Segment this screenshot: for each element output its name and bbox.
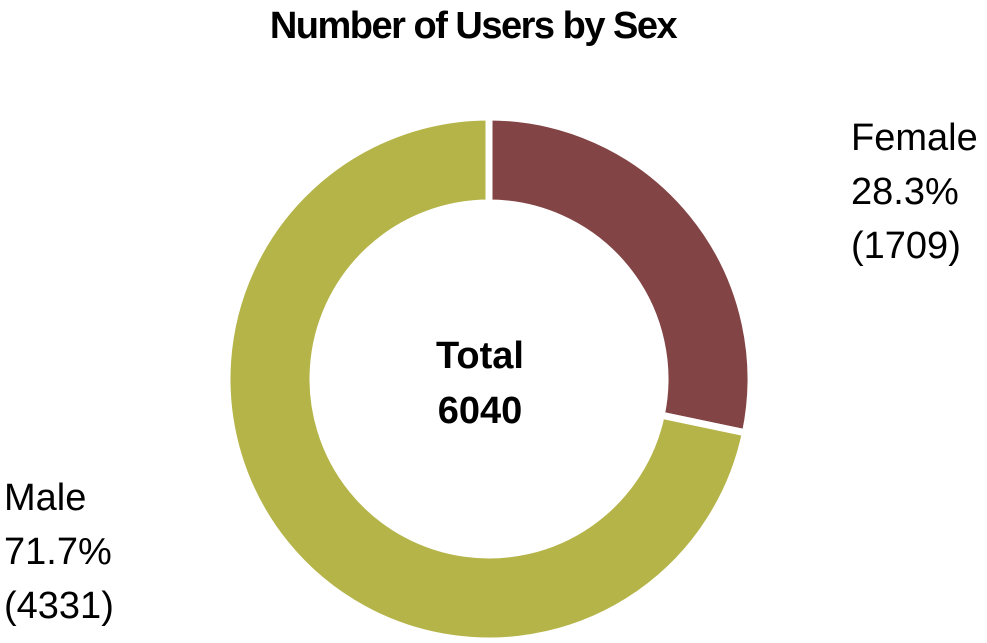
- slice-label-female-name: Female: [851, 117, 978, 159]
- slice-label-male-count: (4331): [4, 585, 114, 627]
- slice-label-male-percent: 71.7%: [4, 531, 112, 573]
- slice-label-female-count: (1709): [851, 225, 961, 267]
- center-total-label: Total: [436, 335, 524, 377]
- center-total-value: 6040: [438, 390, 523, 432]
- slice-label-male-name: Male: [4, 477, 86, 519]
- donut-slice-male: [223, 113, 750, 643]
- donut-slices: [223, 113, 755, 643]
- chart-title: Number of Users by Sex: [270, 5, 678, 47]
- slice-label-female-percent: 28.3%: [851, 171, 959, 213]
- donut-slice-female: [485, 113, 755, 437]
